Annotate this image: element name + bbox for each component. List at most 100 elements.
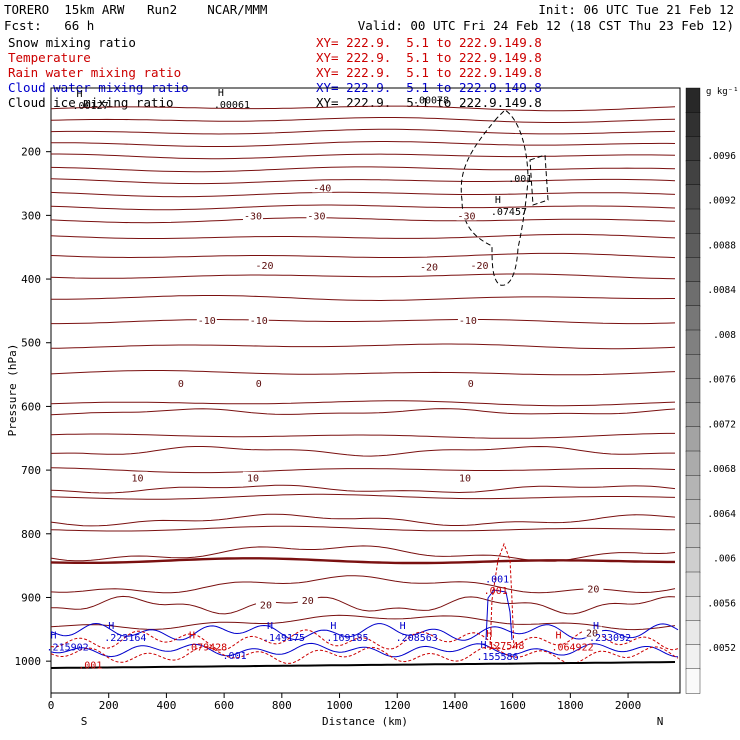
y-tick-label: 800: [21, 528, 41, 541]
x-tick-label: 1600: [499, 699, 526, 712]
colorbar-segment: [685, 450, 701, 476]
temperature-contour-label: 20: [587, 585, 599, 596]
y-tick-label: 500: [21, 337, 41, 350]
colorbar-segment: [685, 620, 701, 646]
maximum-value-label: .149175: [263, 633, 305, 644]
colorbar-segment: [685, 160, 701, 186]
temperature-line: [50, 191, 676, 198]
colorbar-label: .0068: [707, 464, 736, 475]
label-backdrop: [460, 376, 481, 388]
maximum-value-label: .00078: [413, 95, 449, 106]
y-tick-label: 400: [21, 273, 41, 286]
x-tick-label: 800: [272, 699, 292, 712]
maximum-value-label: .001: [485, 574, 509, 585]
maximum-marker: H: [77, 89, 83, 100]
colorbar-segment: [685, 402, 701, 428]
maximum-value-label: .00127: [73, 101, 109, 112]
colorbar-label: .0072: [707, 419, 736, 430]
temperature-line: [50, 525, 676, 532]
temperature-line: [50, 432, 675, 439]
header-valid: Valid: 00 UTC Fri 24 Feb 12 (18 CST Thu …: [358, 18, 734, 33]
colorbar-segment: [685, 668, 701, 694]
temperature-contour-label: 20: [302, 596, 314, 607]
colorbar-segment: [685, 378, 701, 404]
colorbar-segment: [685, 305, 701, 331]
label-backdrop: [248, 313, 269, 325]
label-backdrop: [455, 471, 476, 483]
header-title: TORERO 15km ARW Run2 NCAR/MMM: [4, 2, 267, 17]
temperature-contour-label: 20: [260, 600, 272, 611]
temperature-line: [50, 117, 676, 123]
colorbar-segment: [685, 499, 701, 525]
temperature-contours: [50, 105, 676, 631]
maximum-marker: H: [51, 631, 57, 642]
temperature-line: [50, 105, 676, 112]
temperature-line: [50, 204, 676, 211]
x-tick-label: 2000: [615, 699, 642, 712]
temperature-line: [51, 295, 675, 302]
header: TORERO 15km ARW Run2 NCAR/MMM Init: 06 U…: [4, 2, 734, 110]
temperature-contour-label: 0: [178, 379, 184, 390]
x-tick-label: 0: [48, 699, 55, 712]
maximum-marker: H: [400, 621, 406, 632]
temperature-line: [50, 614, 676, 631]
y-tick-label: 200: [21, 146, 41, 159]
maximum-value-label: .127548: [482, 641, 524, 652]
colorbar-segment: [685, 329, 701, 355]
colorbar-segment: [685, 596, 701, 622]
maximum-value-label: .001: [223, 651, 247, 662]
temperature-contour-label: -20: [420, 262, 438, 273]
temperature-line: [50, 233, 676, 239]
temperature-line: [50, 484, 676, 494]
maximum-marker: H: [267, 621, 273, 632]
rain-contour: [489, 542, 515, 651]
colorbar-label: .0052: [707, 643, 736, 654]
x-tick-label: 400: [156, 699, 176, 712]
header-init: Init: 06 UTC Tue 21 Feb 12: [538, 2, 734, 17]
rain-contour: [50, 629, 679, 651]
colorbar-segment: [685, 523, 701, 549]
temperature-line: [50, 513, 676, 527]
contour-labels: -40 -30 -30 -30 -20 -20 -20 -10 -10 -10 0 0 0 10 10 10 2…: [127, 181, 604, 640]
colorbar-segment: [685, 354, 701, 380]
y-tick-label: 700: [21, 464, 41, 477]
colorbar-label: .0064: [707, 509, 736, 520]
temperature-line: [50, 343, 676, 350]
field-snow: Snow mixing ratio: [8, 35, 136, 50]
colorbar-label: .0096: [707, 151, 736, 162]
temperature-line: [50, 273, 676, 280]
x-tick-label: 1800: [557, 699, 584, 712]
cloud-ice-region: [529, 154, 549, 206]
field-temperature-xy: XY= 222.9. 5.1 to 222.9.149.8: [316, 50, 542, 65]
temperature-contour-label: -40: [313, 183, 331, 194]
label-backdrop: [254, 259, 275, 271]
temperature-contour-label: -10: [459, 316, 477, 327]
y-tick-label: 900: [21, 591, 41, 604]
maximum-marker: H: [555, 631, 561, 642]
maximum-marker: H: [495, 195, 501, 206]
colorbar-label: .008: [713, 330, 736, 341]
colorbar-label: .0084: [707, 285, 736, 296]
field-rain-xy: XY= 222.9. 5.1 to 222.9.149.8: [316, 65, 542, 80]
temperature-line: [50, 178, 676, 185]
temperature-line: [50, 408, 676, 416]
x-axis: 0 200 400 600 800 1000 1200 1400 1600 1800 2000: [48, 693, 642, 712]
maximum-marker: H: [218, 88, 224, 99]
y-tick-label: 300: [21, 209, 41, 222]
label-backdrop: [297, 594, 318, 606]
maximum-value-label: .079428: [185, 643, 227, 654]
plot-frame: [50, 87, 681, 694]
temperature-contour-label: -20: [470, 261, 488, 272]
field-cloud-ice: Cloud ice mixing ratio: [8, 95, 174, 110]
label-backdrop: [581, 626, 602, 638]
temperature-contour-label: -30: [244, 211, 262, 222]
maximum-value-label: .001: [78, 660, 102, 671]
colorbar-label: .0088: [707, 240, 736, 251]
temperature-contour-label: 20: [586, 629, 598, 640]
x-tick-label: 1200: [384, 699, 411, 712]
colorbar-segment: [685, 426, 701, 452]
temperature-contour-label: 10: [132, 474, 144, 485]
temperature-line: [50, 545, 676, 562]
cloud-ice-contour: [460, 109, 549, 286]
colorbar-segment: [685, 232, 701, 259]
